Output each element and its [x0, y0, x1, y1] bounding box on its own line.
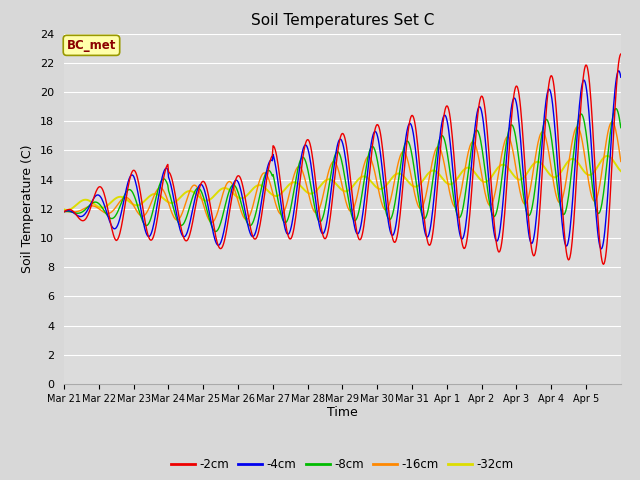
X-axis label: Time: Time: [327, 407, 358, 420]
Legend: -2cm, -4cm, -8cm, -16cm, -32cm: -2cm, -4cm, -8cm, -16cm, -32cm: [166, 453, 518, 475]
Title: Soil Temperatures Set C: Soil Temperatures Set C: [251, 13, 434, 28]
Text: BC_met: BC_met: [67, 39, 116, 52]
Y-axis label: Soil Temperature (C): Soil Temperature (C): [22, 144, 35, 273]
